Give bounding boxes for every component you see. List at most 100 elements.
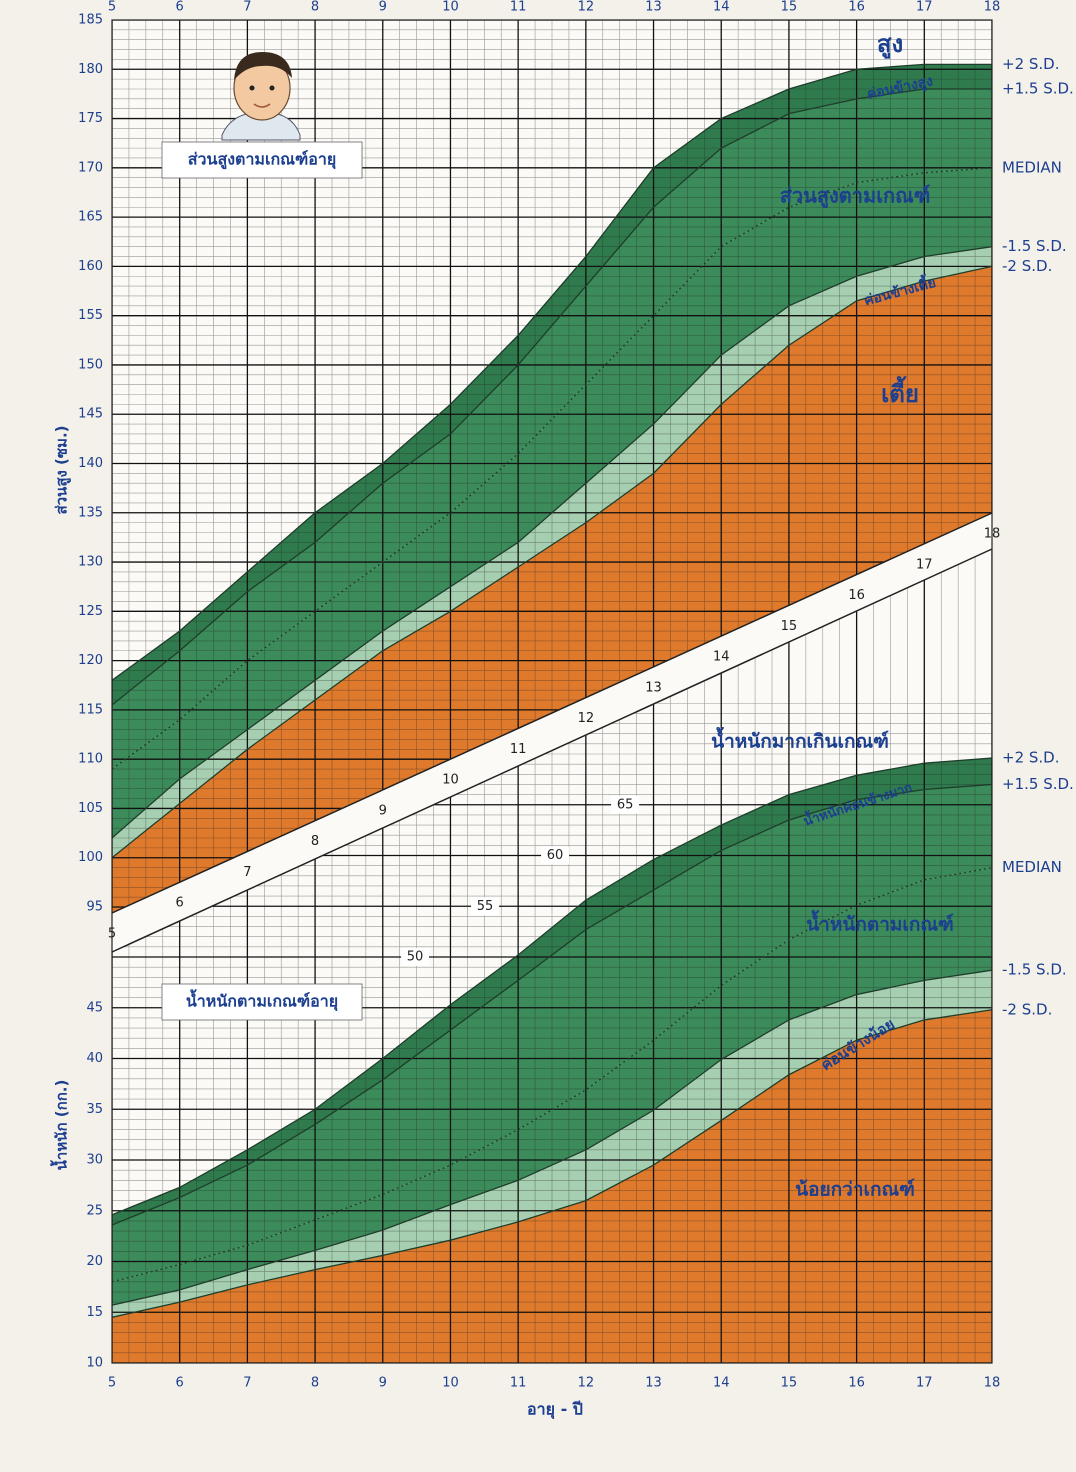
tick-label-bg xyxy=(611,795,640,814)
y-tick-label: 145 xyxy=(78,407,103,422)
series-label: -2 S.D. xyxy=(1002,1000,1052,1018)
y-tick-label: 180 xyxy=(78,62,103,77)
y-tick-label: 125 xyxy=(78,604,103,619)
band xyxy=(112,1009,992,1363)
x-tick-label: 8 xyxy=(311,0,319,15)
tick-label-bg xyxy=(541,846,570,865)
x-tick-label: 15 xyxy=(781,0,798,15)
y-tick-label: 45 xyxy=(86,1000,103,1015)
series-line xyxy=(112,63,992,681)
x-tick-label: 13 xyxy=(645,1376,662,1391)
chart-title: ส่วนสูงตามเกณฑ์อายุ xyxy=(188,150,336,171)
series-label: +1.5 S.D. xyxy=(1002,775,1074,793)
y-tick-label: 135 xyxy=(78,505,103,520)
y-tick-label: 15 xyxy=(86,1305,103,1320)
title-box xyxy=(161,983,363,1021)
series-group xyxy=(112,63,992,859)
band xyxy=(112,758,992,1225)
x-tick-label: 9 xyxy=(379,0,387,15)
y-tick-label: 35 xyxy=(86,1102,103,1117)
x-tick-label: 7 xyxy=(243,0,251,15)
x-tick-label: 8 xyxy=(311,1376,319,1391)
diagonal-age-label: 7 xyxy=(243,865,251,880)
x-tick-label: 10 xyxy=(442,0,459,15)
y-tick-label: 120 xyxy=(78,653,103,668)
x-tick-label: 6 xyxy=(176,0,184,15)
series-line xyxy=(112,265,992,859)
y-tick-label: 115 xyxy=(78,702,103,717)
series-line xyxy=(112,1009,992,1318)
y-tick-label: 185 xyxy=(78,13,103,28)
diagonal-age-label: 16 xyxy=(848,588,865,603)
diagonal-age-label: 8 xyxy=(311,834,319,849)
series-line xyxy=(112,969,992,1306)
x-tick-label: 11 xyxy=(510,1376,527,1391)
x-tick-label: 17 xyxy=(916,0,933,15)
band xyxy=(112,867,992,1306)
y-tick-label: 150 xyxy=(78,357,103,372)
band xyxy=(112,970,992,1318)
series-label: -1.5 S.D. xyxy=(1002,961,1067,979)
region-label: น้อยกว่าเกณฑ์ xyxy=(795,1179,915,1201)
x-tick-label: 16 xyxy=(848,0,865,15)
region-label: สูง xyxy=(877,30,903,59)
y-tick-label: 110 xyxy=(78,752,103,767)
series-line xyxy=(112,88,992,706)
region-label: น้ำหนักตามเกณฑ์ xyxy=(806,910,954,936)
diagonal-age-label: 14 xyxy=(713,650,730,665)
x-tick-label: 17 xyxy=(916,1376,933,1391)
series-group xyxy=(112,757,992,1318)
diagonal-age-label: 12 xyxy=(578,711,595,726)
region-label: น้ำหนักมากเกินเกณฑ์ xyxy=(711,727,889,753)
minor-grid xyxy=(112,549,992,1363)
y-tick-label: 25 xyxy=(86,1203,103,1218)
chart-title: น้ำหนักตามเกณฑ์อายุ xyxy=(186,989,338,1012)
title-box xyxy=(161,141,363,179)
y-axis-label: น้ำหนัก (กก.) xyxy=(50,1080,71,1171)
diagonal-age-label: 6 xyxy=(176,896,184,911)
band xyxy=(112,88,992,770)
y-tick-label: 140 xyxy=(78,456,103,471)
series-label: +1.5 S.D. xyxy=(1002,79,1074,97)
series-line xyxy=(112,783,992,1226)
x-tick-label: 10 xyxy=(442,1376,459,1391)
region-label: เตี้ย xyxy=(881,375,919,408)
x-axis-label: อายุ - ปี xyxy=(527,1400,583,1420)
y-tick-label: 175 xyxy=(78,111,103,126)
y-tick-label: 95 xyxy=(86,900,103,915)
y-tick-label: 160 xyxy=(78,259,103,274)
diagonal-tick-label: 65 xyxy=(617,797,634,812)
x-tick-label: 18 xyxy=(984,1376,1001,1391)
y-tick-label: 100 xyxy=(78,850,103,865)
series-label: -2 S.D. xyxy=(1002,257,1052,275)
diagonal-line xyxy=(111,548,993,953)
tick-label-bg xyxy=(471,897,500,916)
series-label: MEDIAN xyxy=(1002,158,1062,176)
x-tick-label: 14 xyxy=(713,1376,730,1391)
series-label: +2 S.D. xyxy=(1002,55,1060,73)
x-tick-label: 6 xyxy=(176,1376,184,1391)
diagonal-tick-label: 55 xyxy=(477,899,494,914)
x-tick-label: 9 xyxy=(379,1376,387,1391)
x-tick-label: 16 xyxy=(848,1376,865,1391)
series-line xyxy=(112,246,992,839)
plot-frame xyxy=(111,19,993,1364)
y-tick-label: 130 xyxy=(78,555,103,570)
diagonal-line xyxy=(111,512,993,914)
diagonal-tick-label: 50 xyxy=(407,950,424,965)
diagonal-age-label: 13 xyxy=(645,680,662,695)
diagonal-age-label: 17 xyxy=(916,557,933,572)
diagonal-tick-label: 60 xyxy=(547,848,564,863)
diagonal-age-label: 10 xyxy=(442,773,459,788)
x-tick-label: 15 xyxy=(781,1376,798,1391)
y-tick-label: 10 xyxy=(86,1356,103,1371)
x-tick-label: 13 xyxy=(645,0,662,15)
y-tick-label: 105 xyxy=(78,801,103,816)
x-tick-label: 12 xyxy=(578,0,595,15)
x-tick-label: 18 xyxy=(984,0,1001,15)
series-label: -1.5 S.D. xyxy=(1002,237,1067,255)
series-label: MEDIAN xyxy=(1002,858,1062,876)
series-label: +2 S.D. xyxy=(1002,749,1060,767)
